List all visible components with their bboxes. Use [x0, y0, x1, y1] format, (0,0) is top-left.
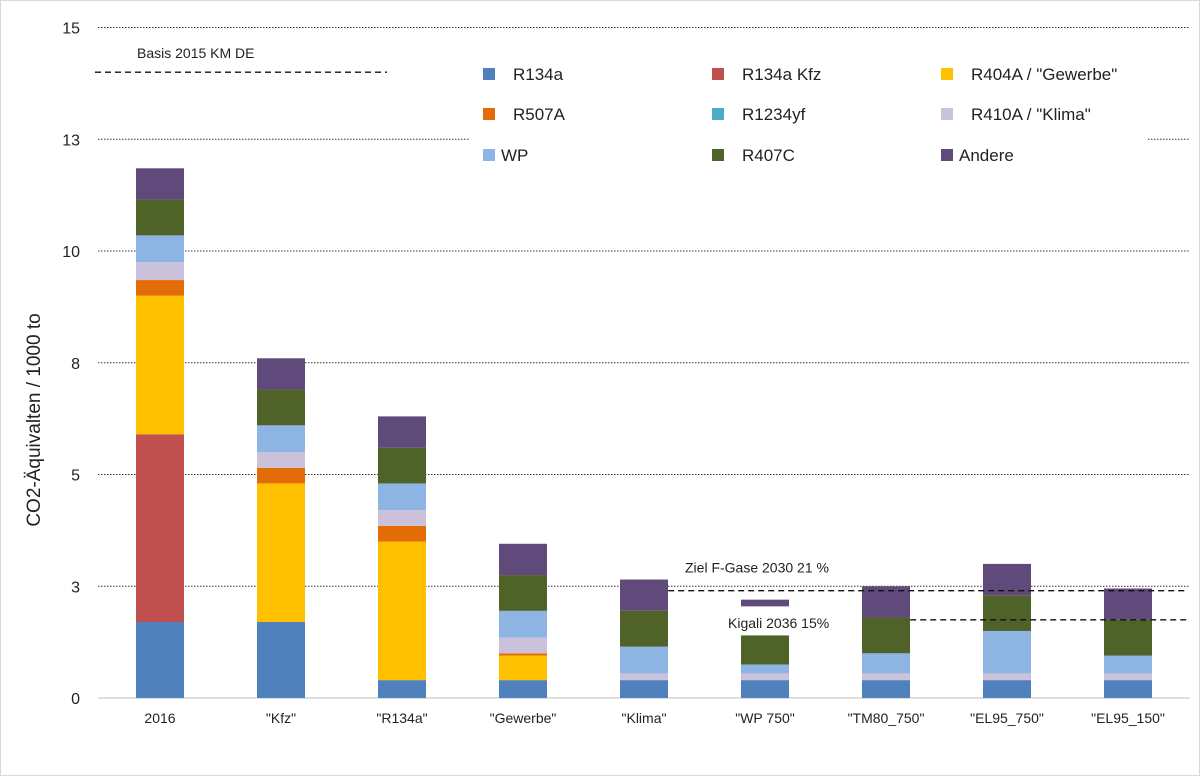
bar-segment-wp-4 — [620, 646, 668, 674]
bar-segment-r134a-1 — [257, 622, 305, 698]
y-tick-3: 3 — [71, 579, 80, 596]
bar-segment-r507a-0 — [136, 280, 184, 296]
legend-label-andere: Andere — [959, 146, 1014, 165]
legend-swatch-r1234yf — [712, 108, 724, 120]
reference-lines: Basis 2015 KM DE Ziel F-Gase 2030 21 % Kig… — [95, 45, 1188, 631]
bar-segment-andere-2 — [378, 416, 426, 448]
bar-segment-r407c-0 — [136, 199, 184, 236]
y-tick-0: 0 — [71, 691, 80, 708]
legend-label-r404a-gewerbe-: R404A / "Gewerbe" — [971, 65, 1117, 84]
y-tick-5: 5 — [71, 468, 80, 485]
bar-segment-r410a-klima--8 — [1104, 673, 1152, 681]
bar-segment-r134a-5 — [741, 680, 789, 698]
bar-segment-r410a-klima--0 — [136, 262, 184, 281]
bar-segment-r407c-2 — [378, 447, 426, 484]
x-label-5: "WP 750" — [735, 710, 795, 726]
bar-segment-andere-3 — [499, 543, 547, 576]
bar-segment-r134a-3 — [499, 680, 547, 698]
ref-label-0: Basis 2015 KM DE — [137, 45, 255, 61]
legend-swatch-r404a-gewerbe- — [941, 68, 953, 80]
legend-swatch-r134a — [483, 68, 495, 80]
bar-segment-r410a-klima--5 — [741, 673, 789, 681]
x-label-6: "TM80_750" — [848, 710, 925, 726]
bar-segment-r404a-gewerbe--3 — [499, 655, 547, 681]
bar-segment-r410a-klima--1 — [257, 452, 305, 468]
y-tick-8: 8 — [71, 356, 80, 373]
bar-segment-r134a-4 — [620, 680, 668, 698]
x-label-3: "Gewerbe" — [490, 710, 557, 726]
bar-segment-wp-5 — [741, 664, 789, 674]
legend-label-r410a-klima-: R410A / "Klima" — [971, 105, 1091, 124]
legend-label-r134a-kfz: R134a Kfz — [742, 65, 821, 84]
y-tick-15: 15 — [62, 21, 80, 38]
legend-label-r134a: R134a — [513, 65, 564, 84]
bar-segment-wp-0 — [136, 235, 184, 263]
bar-segment-r507a-3 — [499, 653, 547, 656]
ref-label-2: Kigali 2036 15% — [728, 615, 829, 631]
bar-segment-r407c-7 — [983, 595, 1031, 631]
legend-swatch-r410a-klima- — [941, 108, 953, 120]
bar-segment-r410a-klima--2 — [378, 510, 426, 526]
bar-segment-r410a-klima--4 — [620, 673, 668, 681]
bar-segment-r134a-kfz-0 — [136, 434, 184, 623]
bar-segment-wp-3 — [499, 610, 547, 638]
bar-segment-andere-8 — [1104, 588, 1152, 620]
legend-label-r1234yf: R1234yf — [742, 105, 806, 124]
bar-segment-r134a-0 — [136, 622, 184, 698]
bar-segment-r507a-1 — [257, 467, 305, 484]
bar-segment-r134a-7 — [983, 680, 1031, 698]
x-category-labels: 2016 "Kfz" "R134a" "Gewerbe" "Klima" "WP 750"… — [144, 710, 1164, 726]
y-tick-10: 10 — [62, 244, 80, 261]
bar-segment-andere-1 — [257, 358, 305, 390]
legend-label-r407c: R407C — [742, 146, 795, 165]
bar-segment-r134a-8 — [1104, 680, 1152, 698]
bar-segment-r410a-klima--3 — [499, 637, 547, 654]
bar-segment-andere-6 — [862, 586, 910, 618]
bar-segment-r407c-3 — [499, 575, 547, 611]
bar-segment-r410a-klima--6 — [862, 673, 910, 681]
legend-swatch-andere — [941, 149, 953, 161]
legend-swatch-r507a — [483, 108, 495, 120]
x-label-8: "EL95_150" — [1091, 710, 1165, 726]
bar-segment-wp-6 — [862, 653, 910, 674]
legend-swatch-r134a-kfz — [712, 68, 724, 80]
bar-segment-r134a-2 — [378, 680, 426, 698]
legend: R134a R134a Kfz R404A / "Gewerbe" R507A R123… — [483, 65, 1117, 165]
bar-segment-r404a-gewerbe--0 — [136, 295, 184, 435]
ref-label-1: Ziel F-Gase 2030 21 % — [685, 560, 829, 576]
bar-segment-wp-2 — [378, 483, 426, 511]
bar-segment-r407c-4 — [620, 610, 668, 647]
y-tick-13: 13 — [62, 132, 80, 149]
legend-swatch-wp — [483, 149, 495, 161]
x-label-0: 2016 — [144, 710, 175, 726]
bar-segment-andere-7 — [983, 563, 1031, 596]
bar-stacks — [136, 168, 1152, 698]
legend-label-wp: WP — [501, 146, 528, 165]
bar-segment-r407c-5 — [741, 635, 789, 665]
x-label-7: "EL95_750" — [970, 710, 1044, 726]
bar-segment-r404a-gewerbe--1 — [257, 483, 305, 623]
legend-label-r507a: R507A — [513, 105, 566, 124]
y-tick-labels: 0 3 5 8 10 13 15 — [62, 21, 80, 709]
x-label-1: "Kfz" — [266, 710, 296, 726]
bar-segment-wp-1 — [257, 425, 305, 453]
bar-segment-andere-0 — [136, 168, 184, 200]
bar-segment-wp-8 — [1104, 655, 1152, 674]
bar-segment-r407c-6 — [862, 617, 910, 654]
bar-segment-andere-4 — [620, 579, 668, 611]
legend-swatch-r407c — [712, 149, 724, 161]
bar-segment-r507a-2 — [378, 525, 426, 542]
bar-segment-r407c-8 — [1104, 619, 1152, 656]
bar-segment-wp-7 — [983, 630, 1031, 674]
x-label-4: "Klima" — [622, 710, 667, 726]
bar-segment-r134a-6 — [862, 680, 910, 698]
bar-segment-r410a-klima--7 — [983, 673, 1031, 681]
bar-segment-r404a-gewerbe--2 — [378, 541, 426, 681]
x-label-2: "R134a" — [376, 710, 427, 726]
y-axis-title: CO2-Äquivalten / 1000 to — [24, 313, 45, 526]
bar-segment-andere-5 — [741, 599, 789, 607]
bar-segment-r407c-1 — [257, 389, 305, 426]
